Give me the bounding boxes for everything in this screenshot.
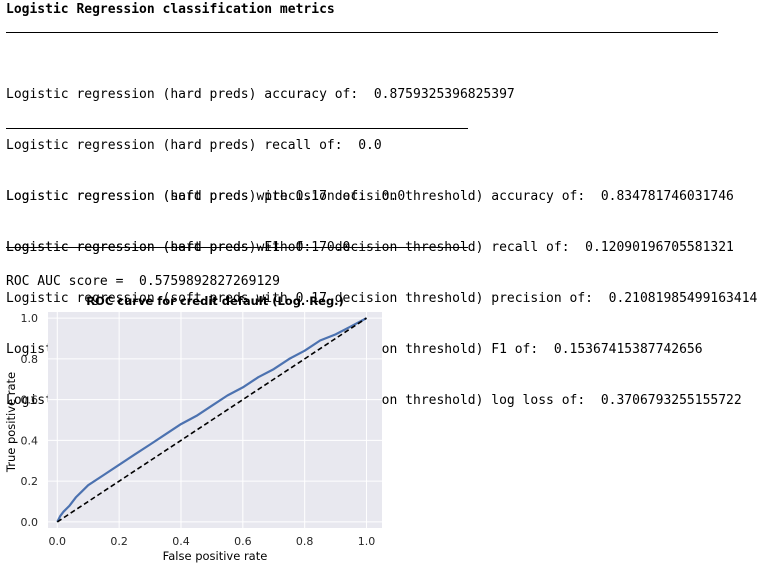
soft-accuracy-line: Logistic regression (soft preds with 0.1… [6,189,734,204]
y-axis-label: True positive rate [4,372,18,473]
y-tick-label: 0.4 [21,434,39,447]
soft-precision-line: Logistic regression (soft preds with 0.1… [6,291,758,306]
roc-chart: ROC curve for credit default (Log. Reg.)… [0,290,400,568]
x-tick-label: 0.0 [49,535,67,548]
x-axis-label: False positive rate [163,549,268,563]
hard-divider [6,128,468,129]
x-tick-label: 0.2 [110,535,128,548]
chance-diagonal-line [56,317,367,523]
report-header: Logistic Regression classification metri… [6,2,335,17]
hard-accuracy-line: Logistic regression (hard preds) accurac… [6,87,515,102]
roc-auc-score: ROC AUC score = 0.5759892827269129 [6,274,280,289]
soft-divider [6,247,468,248]
roc-curve-line [56,317,368,523]
y-tick-label: 0.8 [21,353,39,366]
hard-preds-metrics: Logistic regression (hard preds) accurac… [6,52,515,273]
roc-chart-svg: ROC curve for credit default (Log. Reg.)… [4,294,382,563]
x-tick-label: 1.0 [358,535,376,548]
plot-background [48,312,382,528]
x-tick-label: 0.4 [172,535,190,548]
chart-title: ROC curve for credit default (Log. Reg.) [86,294,344,308]
hard-precision-line: Logistic regression (hard preds) precisi… [6,189,406,204]
x-tick-label: 0.6 [234,535,252,548]
y-tick-label: 0.2 [21,475,39,488]
hard-f1-line: Logistic regression (hard preds) F1 of: … [6,240,351,255]
y-tick-label: 0.0 [21,516,39,529]
x-tick-label: 0.8 [296,535,314,548]
y-tick-label: 0.6 [21,394,39,407]
plot-area: 0.0 0.2 0.4 0.6 0.8 1.0 0.0 0.2 0.4 0.6 0.8 1.0 [21,312,382,548]
header-divider [6,32,718,33]
hard-recall-line: Logistic regression (hard preds) recall … [6,138,382,153]
y-tick-label: 1.0 [21,312,39,325]
